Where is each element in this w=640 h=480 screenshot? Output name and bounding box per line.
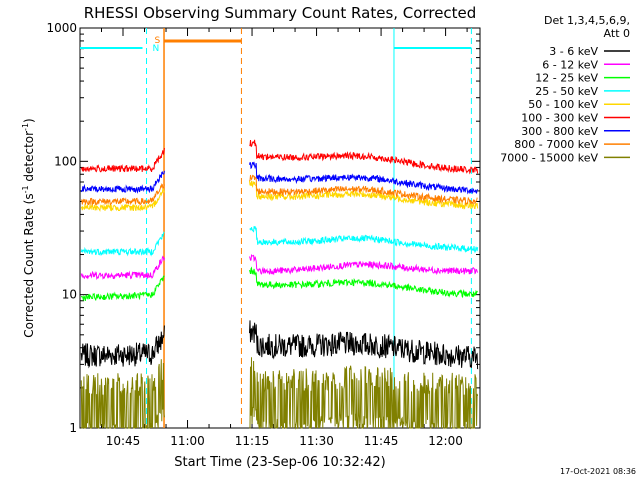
legend-header-line1: Det 1,3,4,5,6,9, xyxy=(544,14,630,27)
x-tick-label: 10:45 xyxy=(106,434,141,448)
series-line xyxy=(80,161,479,195)
legend-label: 100 - 300 keV xyxy=(521,112,598,125)
axis-ticks: 10:45 11:00 11:15 11:30 11:45 12:00 1 10 100 1000 xyxy=(46,21,480,448)
gap-markers: SN xyxy=(80,28,472,428)
series-line xyxy=(80,180,479,212)
series-line xyxy=(80,266,478,301)
legend-label: 6 - 12 keV xyxy=(542,58,598,71)
x-tick-label: 12:00 xyxy=(428,434,463,448)
y-axis-label: Corrected Count Rate (s-1 detector-1) xyxy=(21,118,36,337)
x-tick-label: 11:00 xyxy=(170,434,205,448)
y-tick-label: 100 xyxy=(54,154,77,168)
legend-label: 300 - 800 keV xyxy=(521,125,598,138)
legend-label: 3 - 6 keV xyxy=(549,45,598,58)
series-line xyxy=(80,226,479,257)
chart-title: RHESSI Observing Summary Count Rates, Co… xyxy=(84,4,477,22)
legend-label: 7000 - 15000 keV xyxy=(500,151,598,164)
timestamp-label: 17-Oct-2021 08:36 xyxy=(560,467,636,476)
plot-frame xyxy=(79,27,481,429)
saa-flag-label: S xyxy=(155,36,161,46)
legend-label: 50 - 100 keV xyxy=(528,98,598,111)
x-tick-label: 11:30 xyxy=(299,434,334,448)
series-line xyxy=(80,253,479,281)
series-line xyxy=(80,357,479,430)
series-lines xyxy=(80,139,479,430)
series-line xyxy=(80,174,478,207)
y-tick-label: 10 xyxy=(62,288,77,302)
series-line xyxy=(80,320,479,370)
series-line xyxy=(80,139,479,175)
x-tick-label: 11:45 xyxy=(364,434,399,448)
night-flag-label: N xyxy=(153,44,160,54)
legend-label: 800 - 7000 keV xyxy=(514,138,598,151)
legend-header-line2: Att 0 xyxy=(604,27,630,40)
y-tick-label: 1 xyxy=(69,421,77,435)
legend-label: 25 - 50 keV xyxy=(535,85,598,98)
x-tick-label: 11:15 xyxy=(235,434,270,448)
x-axis-label: Start Time (23-Sep-06 10:32:42) xyxy=(174,455,385,470)
y-tick-label: 1000 xyxy=(46,21,77,35)
legend-label: 12 - 25 keV xyxy=(535,72,598,85)
